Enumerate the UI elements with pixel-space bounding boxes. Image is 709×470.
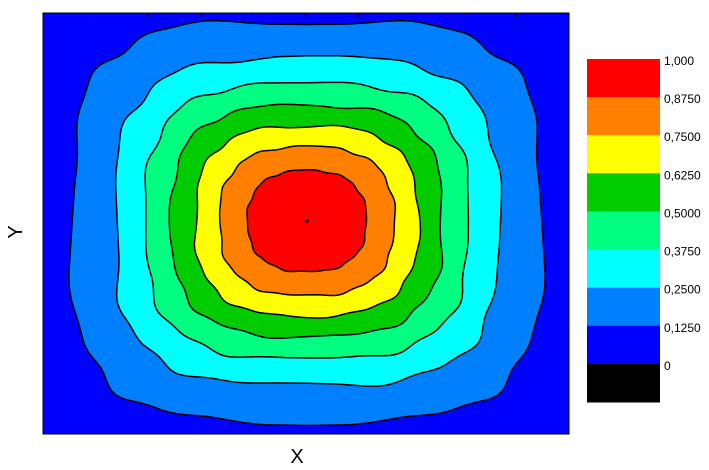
legend-label: 0 (664, 359, 671, 373)
legend-label: 0,2500 (664, 283, 701, 297)
legend-swatch (587, 173, 660, 212)
peak-marker (305, 219, 309, 223)
legend-swatch (587, 135, 660, 174)
legend-label: 0,8750 (664, 92, 701, 106)
x-axis-title: X (290, 446, 303, 468)
legend-label: 1,000 (664, 54, 694, 68)
legend-swatch (587, 97, 660, 136)
plot-frame (42, 12, 570, 435)
contour-bands (68, 19, 546, 427)
legend-swatch (587, 59, 660, 98)
legend-swatch (587, 363, 660, 403)
legend-label: 0,5000 (664, 206, 701, 220)
color-legend: 1,000 0,8750 0,7500 0,6250 0,5000 0,3750 0,250… (587, 54, 701, 403)
legend-swatch (587, 211, 660, 251)
legend-swatch (587, 325, 660, 365)
legend-label: 0,7500 (664, 130, 701, 144)
legend-swatch (587, 249, 660, 289)
y-axis-title: Y (5, 225, 27, 238)
legend-swatch (587, 287, 660, 327)
legend-label: 0,6250 (664, 168, 701, 182)
axis-ticks (95, 13, 517, 17)
legend-label: 0,1250 (664, 321, 701, 335)
plot-area (42, 12, 570, 435)
legend-label: 0,3750 (664, 245, 701, 259)
